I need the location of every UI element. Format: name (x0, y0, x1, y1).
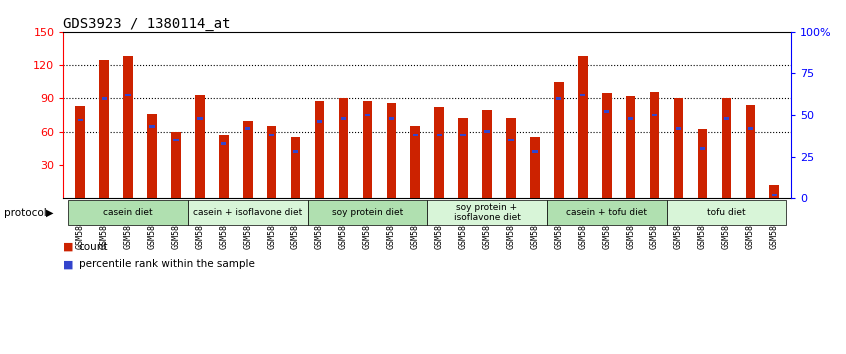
Bar (460, 133, 466, 136)
Bar (266, 126, 277, 198)
Bar (171, 132, 181, 198)
Text: count: count (79, 242, 108, 252)
Bar (410, 126, 420, 198)
Bar (197, 117, 202, 120)
Bar (626, 96, 635, 198)
Bar (652, 114, 657, 116)
Bar (363, 101, 372, 198)
Bar (580, 94, 585, 97)
Bar (459, 118, 468, 198)
Bar (291, 137, 300, 198)
Text: ■: ■ (63, 259, 74, 269)
Bar (650, 92, 659, 198)
Bar (75, 106, 85, 198)
Bar (508, 139, 514, 141)
Text: ▶: ▶ (46, 208, 53, 218)
Bar (604, 110, 609, 113)
Text: casein + tofu diet: casein + tofu diet (566, 208, 647, 217)
Text: GDS3923 / 1380114_at: GDS3923 / 1380114_at (63, 17, 231, 31)
Bar (387, 103, 396, 198)
Bar (221, 142, 227, 145)
Bar (578, 56, 588, 198)
Bar (245, 127, 250, 130)
Bar (700, 147, 705, 150)
Bar (388, 117, 394, 120)
Bar (772, 194, 777, 196)
Bar (698, 130, 707, 198)
Text: casein + isoflavone diet: casein + isoflavone diet (193, 208, 302, 217)
Bar (748, 127, 753, 130)
Bar (219, 135, 228, 198)
Bar (338, 98, 349, 198)
Bar (722, 98, 731, 198)
Bar (532, 150, 537, 153)
Bar (434, 107, 444, 198)
Text: tofu diet: tofu diet (707, 208, 745, 217)
Bar (99, 59, 109, 198)
Bar (673, 98, 684, 198)
Bar (269, 133, 274, 136)
Bar (413, 133, 418, 136)
Bar (125, 94, 130, 97)
Bar (293, 150, 299, 153)
Bar (724, 117, 729, 120)
Text: soy protein diet: soy protein diet (332, 208, 403, 217)
Bar (602, 93, 612, 198)
Bar (770, 185, 779, 198)
Bar (195, 95, 205, 198)
Bar (437, 133, 442, 136)
Bar (485, 130, 490, 133)
Bar (628, 117, 634, 120)
Bar (676, 127, 681, 130)
Bar (147, 114, 157, 198)
Bar (482, 109, 492, 198)
Bar (556, 97, 562, 100)
Bar (530, 137, 540, 198)
Bar (173, 139, 179, 141)
Bar (150, 125, 155, 128)
Bar (243, 121, 252, 198)
Text: percentile rank within the sample: percentile rank within the sample (79, 259, 255, 269)
Bar (341, 117, 346, 120)
Bar (745, 105, 755, 198)
Bar (317, 120, 322, 123)
Bar (554, 82, 563, 198)
Text: protocol: protocol (4, 208, 47, 218)
Bar (102, 97, 107, 100)
Text: casein diet: casein diet (103, 208, 153, 217)
Bar (365, 114, 370, 116)
Bar (506, 118, 516, 198)
Bar (124, 56, 133, 198)
Bar (78, 119, 83, 121)
Text: ■: ■ (63, 242, 74, 252)
Bar (315, 101, 324, 198)
Text: soy protein +
isoflavone diet: soy protein + isoflavone diet (453, 203, 520, 222)
